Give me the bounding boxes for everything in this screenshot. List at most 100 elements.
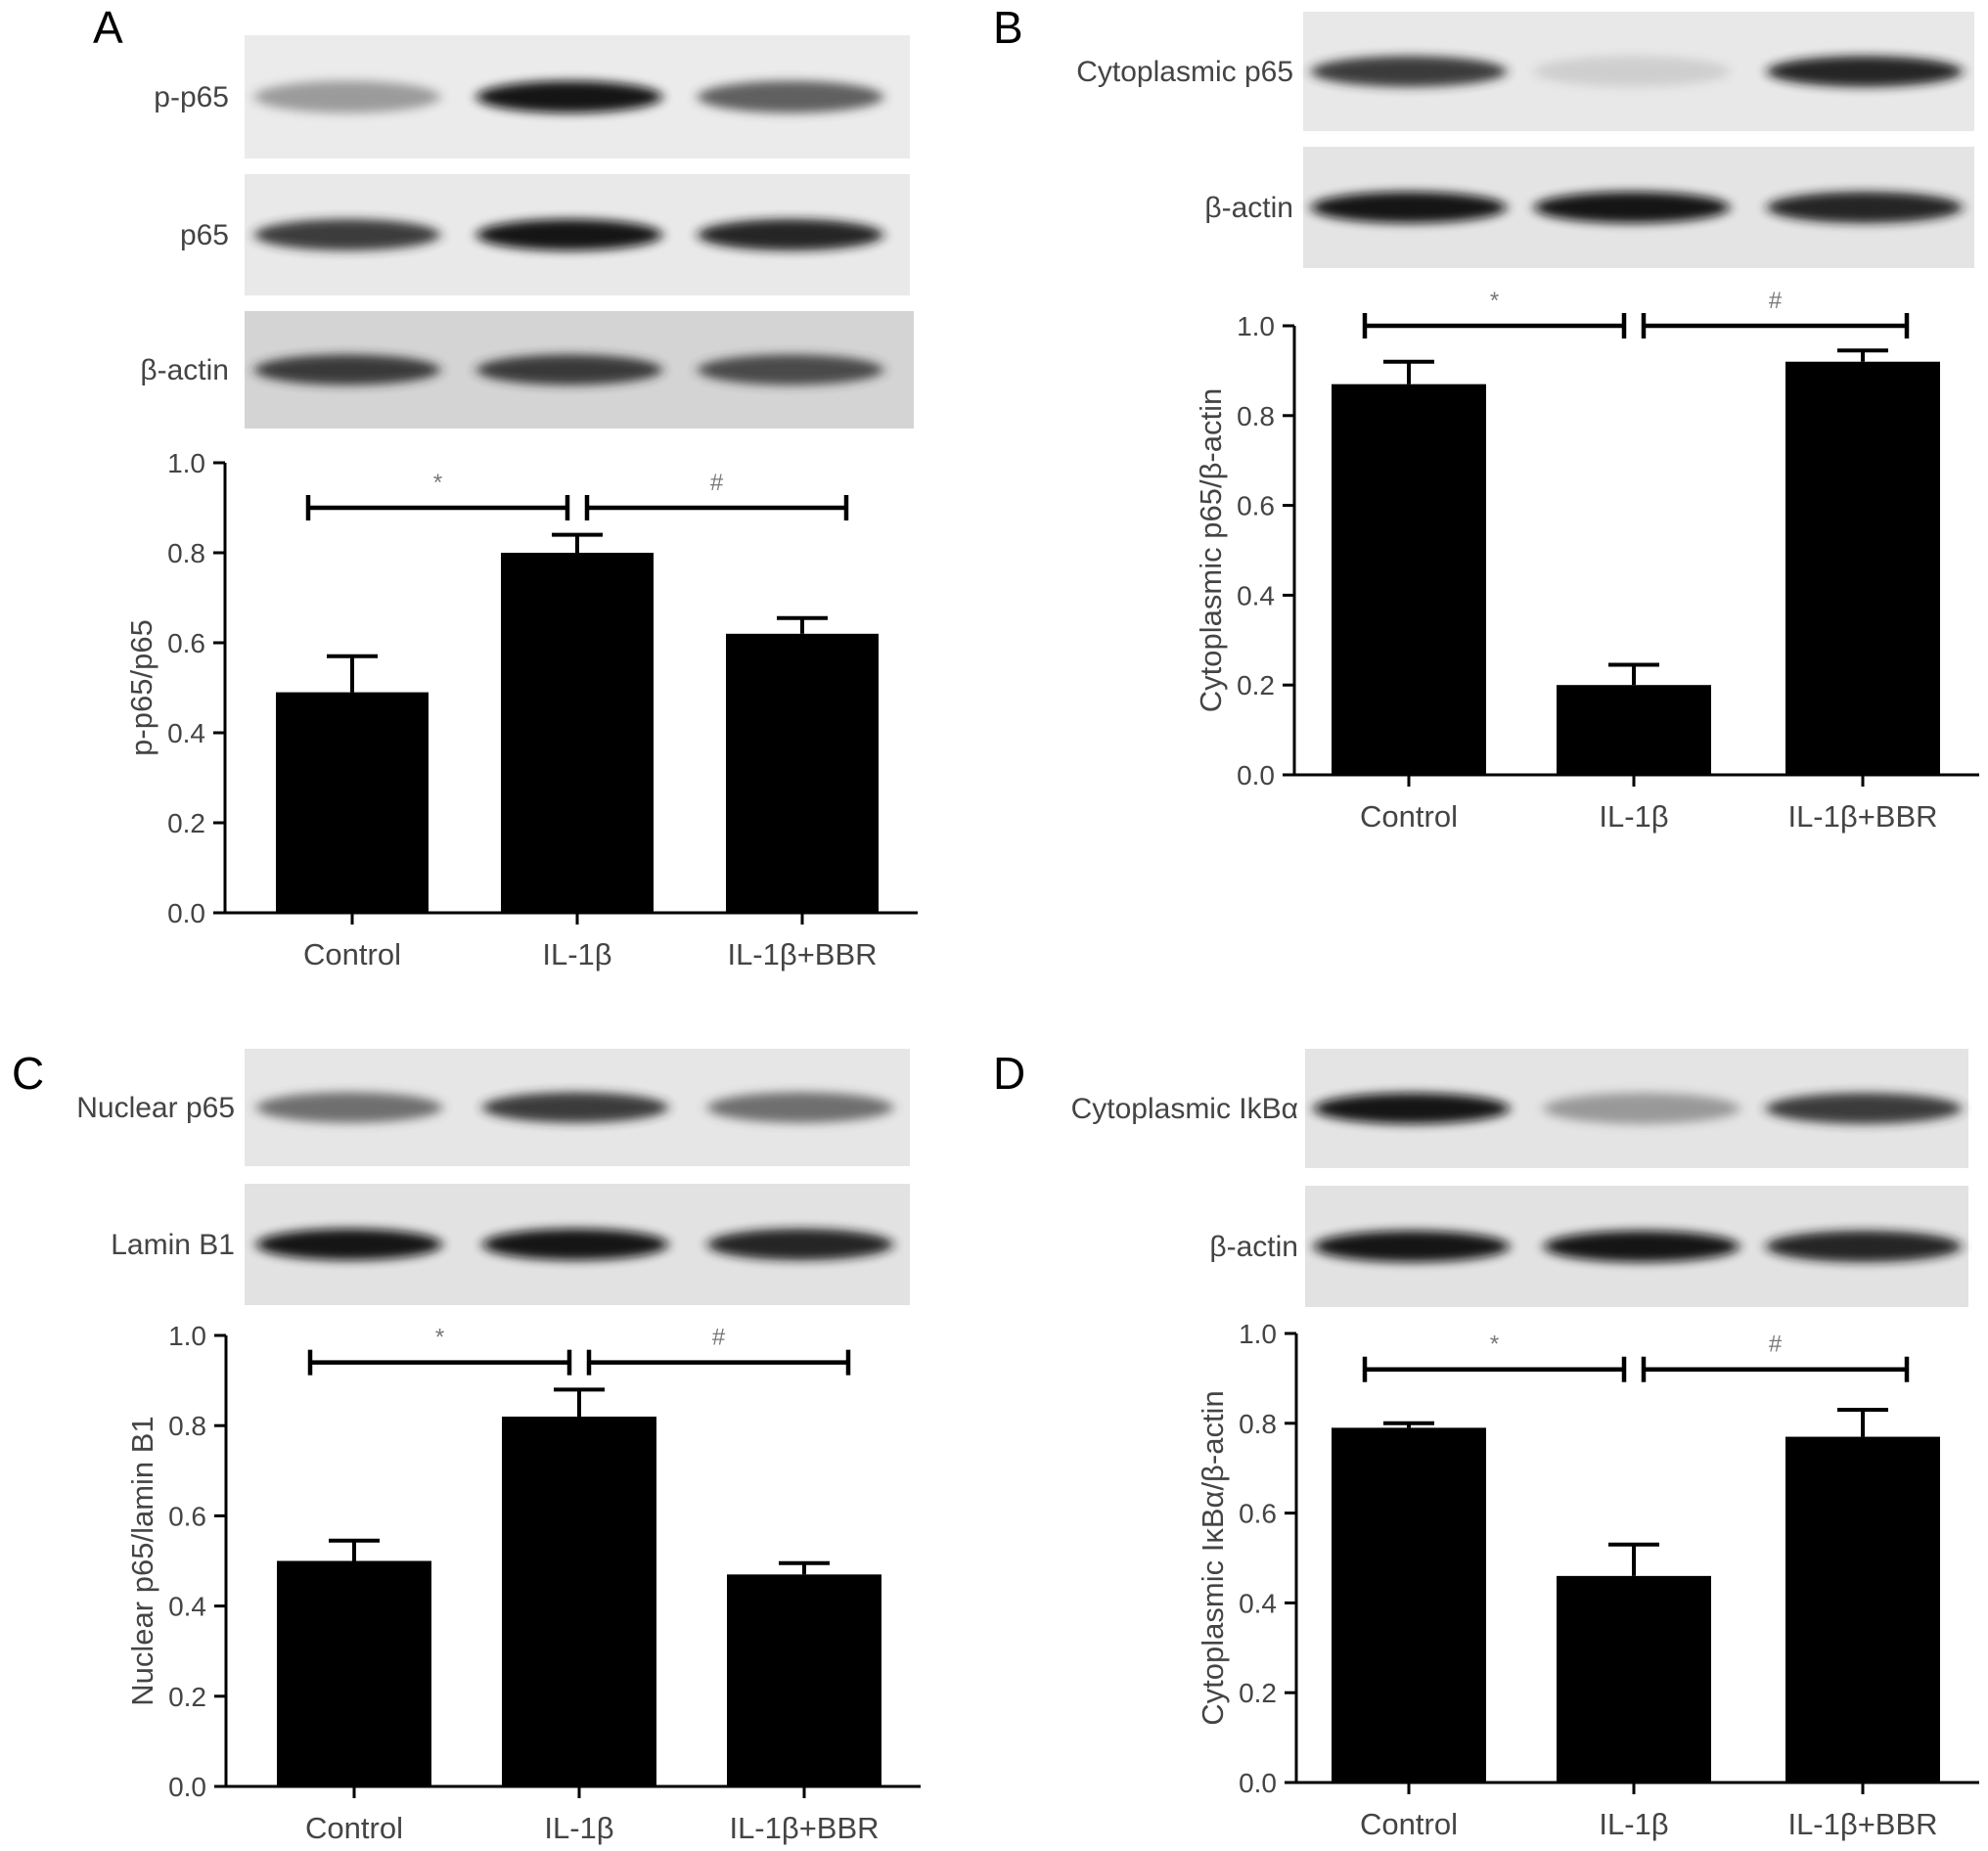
blot-label: β-actin	[140, 354, 229, 386]
blot-band	[476, 218, 662, 251]
blot-band	[698, 80, 883, 113]
y-tick-label: 0.4	[168, 1592, 206, 1622]
y-tick-label: 0.0	[1237, 760, 1275, 790]
category-label: Control	[1360, 1807, 1458, 1841]
bar	[1785, 1436, 1940, 1783]
significance-label: #	[710, 470, 724, 496]
y-axis-title: Nuclear p65/lamin B1	[125, 1416, 159, 1705]
blot-band	[254, 218, 440, 251]
category-label: IL-1β+BBR	[1787, 1807, 1937, 1841]
panel-letter: D	[993, 1048, 1025, 1099]
blot-band	[698, 354, 883, 385]
blot-band	[707, 1228, 893, 1261]
significance-bracket: #	[1641, 288, 1910, 339]
blot-band	[1544, 1230, 1740, 1263]
blot-band	[1767, 191, 1963, 224]
bar	[727, 1574, 881, 1786]
bar	[1557, 685, 1711, 775]
significance-bracket: *	[305, 470, 570, 520]
significance-bracket: *	[1362, 1332, 1627, 1382]
blot-band	[1766, 1230, 1962, 1263]
y-tick-label: 0.8	[1239, 1409, 1277, 1439]
bar-chart: 0.0 0.2 0.4 0.6 0.8 1.0 p-p65/p65 Control IL-1β I…	[124, 448, 918, 971]
bar	[1785, 361, 1940, 775]
y-tick-label: 0.2	[168, 1682, 206, 1712]
y-axis-title: Cytoplasmic IκBα/β-actin	[1196, 1390, 1230, 1725]
category-label: Control	[1360, 799, 1458, 834]
y-tick-label: 0.4	[167, 718, 205, 748]
bar	[276, 692, 429, 913]
bar-chart: 0.0 0.2 0.4 0.6 0.8 1.0 Cytoplasmic IκBα/β-act…	[1196, 1319, 1979, 1841]
significance-bracket: #	[1641, 1332, 1910, 1382]
bar-chart: 0.0 0.2 0.4 0.6 0.8 1.0 Nuclear p65/lamin B1 Co…	[125, 1321, 921, 1845]
y-tick-label: 0.6	[1239, 1499, 1277, 1529]
significance-label: #	[1769, 288, 1783, 314]
blot-band	[482, 1228, 668, 1261]
y-tick-label: 1.0	[167, 448, 205, 478]
y-tick-label: 0.8	[168, 1411, 206, 1441]
category-label: Control	[305, 1811, 403, 1845]
category-label: IL-1β	[542, 937, 611, 971]
blot-band	[698, 218, 883, 251]
y-tick-label: 0.2	[1239, 1678, 1277, 1708]
y-tick-label: 0.0	[167, 898, 205, 928]
blot-band	[254, 354, 440, 385]
blot-label: Lamin B1	[111, 1229, 235, 1261]
blot-strip	[245, 1049, 910, 1166]
bar	[502, 1416, 656, 1786]
panel-a: Ap-p65 p65 β-actin 0.0 0.2 0.4 0.6 0.8 1.0 p-p65/…	[93, 2, 918, 971]
bar	[1332, 1427, 1486, 1783]
category-label: IL-1β+BBR	[1787, 799, 1937, 834]
panel-letter: B	[993, 2, 1023, 53]
y-tick-label: 0.6	[1237, 491, 1275, 521]
blot-band	[1544, 1093, 1740, 1124]
significance-bracket: #	[586, 1325, 851, 1376]
y-tick-label: 0.4	[1237, 580, 1275, 610]
blot-band	[476, 354, 662, 385]
blot-band	[1314, 1230, 1510, 1263]
category-label: IL-1β+BBR	[729, 1811, 879, 1845]
blot-label: β-actin	[1204, 192, 1293, 224]
blot-strip	[1303, 147, 1974, 268]
y-tick-label: 1.0	[168, 1321, 206, 1351]
y-tick-label: 0.2	[1237, 670, 1275, 700]
blot-label: Cytoplasmic IkBα	[1071, 1093, 1298, 1125]
significance-label: *	[433, 470, 442, 496]
blot-band	[1311, 191, 1507, 224]
blot-label: Nuclear p65	[76, 1092, 235, 1124]
y-tick-label: 0.4	[1239, 1588, 1277, 1618]
y-tick-label: 1.0	[1239, 1319, 1277, 1349]
blot-band	[476, 80, 662, 113]
bar-chart: 0.0 0.2 0.4 0.6 0.8 1.0 Cytoplasmic p65/β-acti…	[1194, 288, 1979, 834]
blot-band	[1534, 56, 1730, 87]
y-tick-label: 0.8	[1237, 401, 1275, 431]
y-tick-label: 0.0	[168, 1772, 206, 1802]
blot-label: β-actin	[1209, 1231, 1298, 1263]
blot-band	[1534, 191, 1730, 224]
significance-bracket: *	[1362, 288, 1627, 339]
panel-b: B Cytoplasmic p65 β-actin 0.0 0.2 0.4 0.6 0.8 1.…	[993, 2, 1979, 834]
y-tick-label: 0.6	[167, 628, 205, 658]
blot-band	[1314, 1093, 1510, 1124]
y-tick-label: 0.2	[167, 808, 205, 838]
category-label: IL-1β	[544, 1811, 613, 1845]
bar	[1332, 384, 1486, 775]
significance-label: *	[1490, 1332, 1499, 1358]
category-label: IL-1β	[1599, 799, 1668, 834]
blot-strip	[245, 174, 910, 295]
y-axis-title: p-p65/p65	[124, 619, 158, 756]
y-tick-label: 0.8	[167, 538, 205, 568]
blot-label: p65	[180, 219, 229, 251]
blot-band	[482, 1092, 668, 1123]
blot-strip	[1305, 1049, 1968, 1168]
significance-label: #	[712, 1325, 726, 1351]
blot-band	[1311, 56, 1507, 87]
significance-bracket: #	[584, 470, 849, 520]
panel-letter: A	[93, 2, 123, 53]
blot-strip	[1305, 1186, 1968, 1307]
blot-band	[254, 80, 440, 113]
significance-label: #	[1769, 1332, 1783, 1358]
blot-band	[256, 1092, 442, 1123]
blot-strip	[245, 1184, 910, 1305]
